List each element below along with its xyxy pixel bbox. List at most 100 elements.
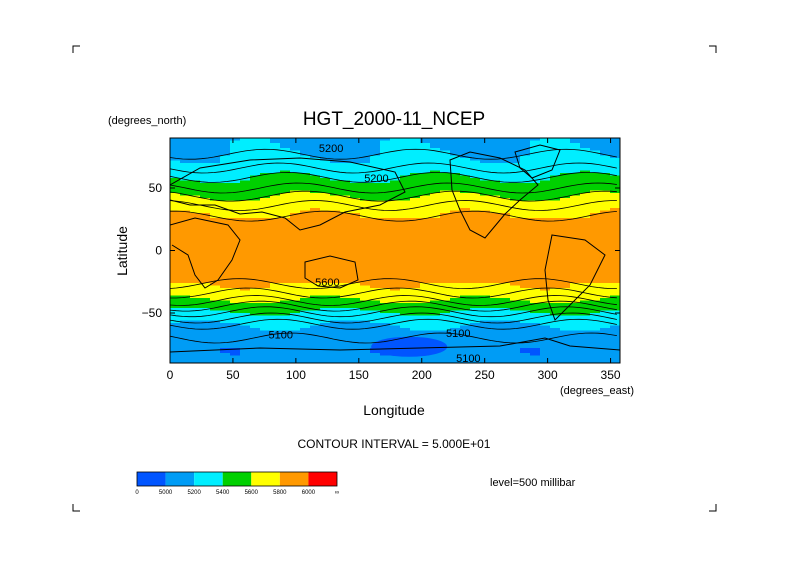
field-cell [410,295,421,299]
field-cell [280,343,291,347]
colorbar-label: 6000 [302,490,316,496]
field-cell [610,288,620,292]
field-cell [440,145,451,149]
field-cell [340,293,351,297]
field-cell [410,263,421,267]
field-cell [430,268,441,272]
field-cell [530,328,541,332]
field-cell [470,358,481,362]
field-cell [560,245,571,249]
field-cell [370,298,381,302]
field-cell [290,348,301,352]
field-cell [240,208,251,212]
y-units-label: (degrees_north) [108,115,186,127]
field-cell [450,233,461,237]
field-cell [570,165,581,169]
field-cell [450,348,461,352]
field-cell [580,245,591,249]
field-cell [230,273,241,277]
field-cell [500,295,511,299]
field-cell [490,243,501,247]
field-cell [530,340,541,344]
field-cell [460,320,471,324]
field-cell [530,320,541,324]
field-cell [400,228,411,232]
field-cell [430,303,441,307]
field-cell [420,308,431,312]
field-cell [530,218,541,222]
field-cell [440,330,451,334]
field-cell [180,175,191,179]
field-cell [250,290,261,294]
field-cell [580,328,591,332]
field-cell [390,163,401,167]
field-cell [220,295,231,299]
field-cell [490,203,501,207]
field-cell [540,223,551,227]
field-cell [410,333,421,337]
field-cell [180,138,191,142]
field-cell [490,298,501,302]
field-cell [470,278,481,282]
field-cell [310,353,321,357]
field-cell [410,213,421,217]
field-cell [590,320,601,324]
field-cell [180,180,191,184]
field-cell [250,213,261,217]
field-cell [380,175,391,179]
field-cell [560,248,571,252]
field-cell [600,270,611,274]
field-cell [470,155,481,159]
field-cell [570,145,581,149]
field-cell [490,258,501,262]
field-cell [600,215,611,219]
field-cell [520,163,531,167]
field-cell [450,163,461,167]
field-cell [370,240,381,244]
field-cell [550,250,561,254]
field-cell [480,298,491,302]
field-cell [490,148,501,152]
field-cell [350,210,361,214]
field-cell [240,275,251,279]
field-cell [560,328,571,332]
field-cell [270,235,281,239]
field-cell [570,278,581,282]
field-cell [310,328,321,332]
field-cell [360,355,371,359]
field-cell [250,183,261,187]
field-cell [430,210,441,214]
field-cell [380,315,391,319]
field-cell [290,190,301,194]
field-cell [330,175,341,179]
field-cell [500,318,511,322]
field-cell [350,165,361,169]
field-cell [320,223,331,227]
field-cell [280,315,291,319]
field-cell [560,220,571,224]
field-cell [510,325,521,329]
field-cell [610,165,620,169]
field-cell [240,220,251,224]
field-cell [260,140,271,144]
field-cell [310,178,321,182]
field-cell [320,328,331,332]
field-cell [510,240,521,244]
field-cell [390,155,401,159]
field-cell [470,318,481,322]
field-cell [610,333,620,337]
field-cell [180,263,191,267]
field-cell [560,170,571,174]
field-cell [280,338,291,342]
field-cell [240,183,251,187]
field-cell [410,183,421,187]
field-cell [420,185,431,189]
field-cell [520,358,531,362]
field-cell [610,193,620,197]
field-cell [600,228,611,232]
field-cell [250,275,261,279]
field-cell [500,143,511,147]
field-cell [240,260,251,264]
field-cell [360,235,371,239]
field-cell [590,315,601,319]
